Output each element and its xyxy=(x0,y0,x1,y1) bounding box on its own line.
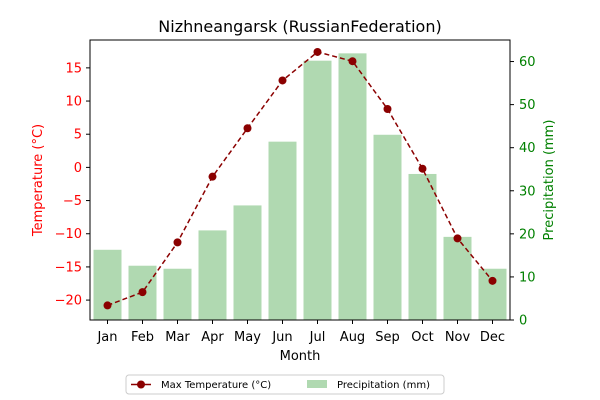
right-y-tick-label: 0 xyxy=(519,314,527,329)
precipitation-bar xyxy=(198,230,227,320)
temperature-point xyxy=(173,238,182,247)
precipitation-bar xyxy=(478,268,507,320)
legend-label-temperature: Max Temperature (°C) xyxy=(161,380,271,391)
x-tick-label: Dec xyxy=(480,330,505,345)
legend-label-precipitation: Precipitation (mm) xyxy=(337,380,430,391)
left-y-tick-label: 15 xyxy=(65,61,82,76)
plot-frame xyxy=(89,39,511,321)
left-y-tick-label: 0 xyxy=(74,161,82,176)
temperature-point xyxy=(208,172,217,181)
x-tick-label: Sep xyxy=(375,330,400,345)
left-y-axis: −20 −15 −10 −5 0 5 10 15 xyxy=(55,61,90,309)
left-y-axis-label: Temperature (°C) xyxy=(31,124,46,237)
temperature-point xyxy=(313,47,322,56)
legend: Max Temperature (°C) Precipitation (mm) xyxy=(125,374,445,395)
temperature-point xyxy=(138,288,147,297)
right-y-axis-label: Precipitation (mm) xyxy=(542,120,557,241)
temperature-point xyxy=(278,76,287,85)
legend-frame xyxy=(125,374,445,395)
left-y-tick-label: −15 xyxy=(55,260,82,275)
right-y-tick-label: 40 xyxy=(519,141,536,156)
precipitation-bar xyxy=(373,134,402,320)
x-tick-label: Apr xyxy=(201,330,224,345)
right-y-tick-label: 60 xyxy=(519,55,536,70)
x-tick-label: Aug xyxy=(340,330,365,345)
temperature-line xyxy=(103,47,497,310)
temperature-point xyxy=(418,164,427,173)
temperature-point xyxy=(488,276,497,285)
precipitation-bar xyxy=(233,205,262,320)
right-y-tick-label: 10 xyxy=(519,270,536,285)
x-tick-label: Jan xyxy=(96,330,117,345)
temperature-point xyxy=(103,301,112,310)
precipitation-bars xyxy=(93,53,507,321)
precipitation-bar xyxy=(303,60,332,321)
precipitation-bar xyxy=(268,141,297,320)
temperature-point xyxy=(383,105,392,114)
left-y-tick-label: 10 xyxy=(65,95,82,110)
precipitation-bar xyxy=(408,173,437,320)
temperature-point xyxy=(243,124,252,133)
x-tick-label: Mar xyxy=(165,330,190,345)
right-y-axis: 0 10 20 30 40 50 60 xyxy=(510,55,536,329)
precipitation-bar xyxy=(93,249,122,320)
x-tick-label: Nov xyxy=(445,330,471,345)
left-y-tick-label: −10 xyxy=(55,227,82,242)
left-y-tick-label: 5 xyxy=(74,128,82,143)
precipitation-bar xyxy=(338,53,367,320)
right-y-tick-label: 50 xyxy=(519,98,536,113)
right-y-tick-label: 30 xyxy=(519,184,536,199)
temperature-point xyxy=(453,234,462,243)
x-axis-label: Month xyxy=(280,349,321,364)
left-y-tick-label: −5 xyxy=(63,194,82,209)
precipitation-bar xyxy=(163,268,192,320)
chart-title: Nizhneangarsk (RussianFederation) xyxy=(158,17,441,36)
temperature-point xyxy=(348,57,357,66)
legend-marker-swatch xyxy=(137,380,145,389)
x-tick-label: Oct xyxy=(411,330,433,345)
x-tick-label: Feb xyxy=(131,330,154,345)
x-axis: Jan Feb Mar Apr May Jun Jul Aug Sep Oct Nov Dec xyxy=(96,320,505,345)
x-tick-label: Jul xyxy=(309,330,326,345)
left-y-tick-label: −20 xyxy=(55,294,82,309)
x-tick-label: May xyxy=(234,330,261,345)
temperature-series-line xyxy=(107,51,494,307)
x-tick-label: Jun xyxy=(271,330,292,345)
right-y-tick-label: 20 xyxy=(519,227,536,242)
legend-bar-swatch xyxy=(307,380,327,388)
